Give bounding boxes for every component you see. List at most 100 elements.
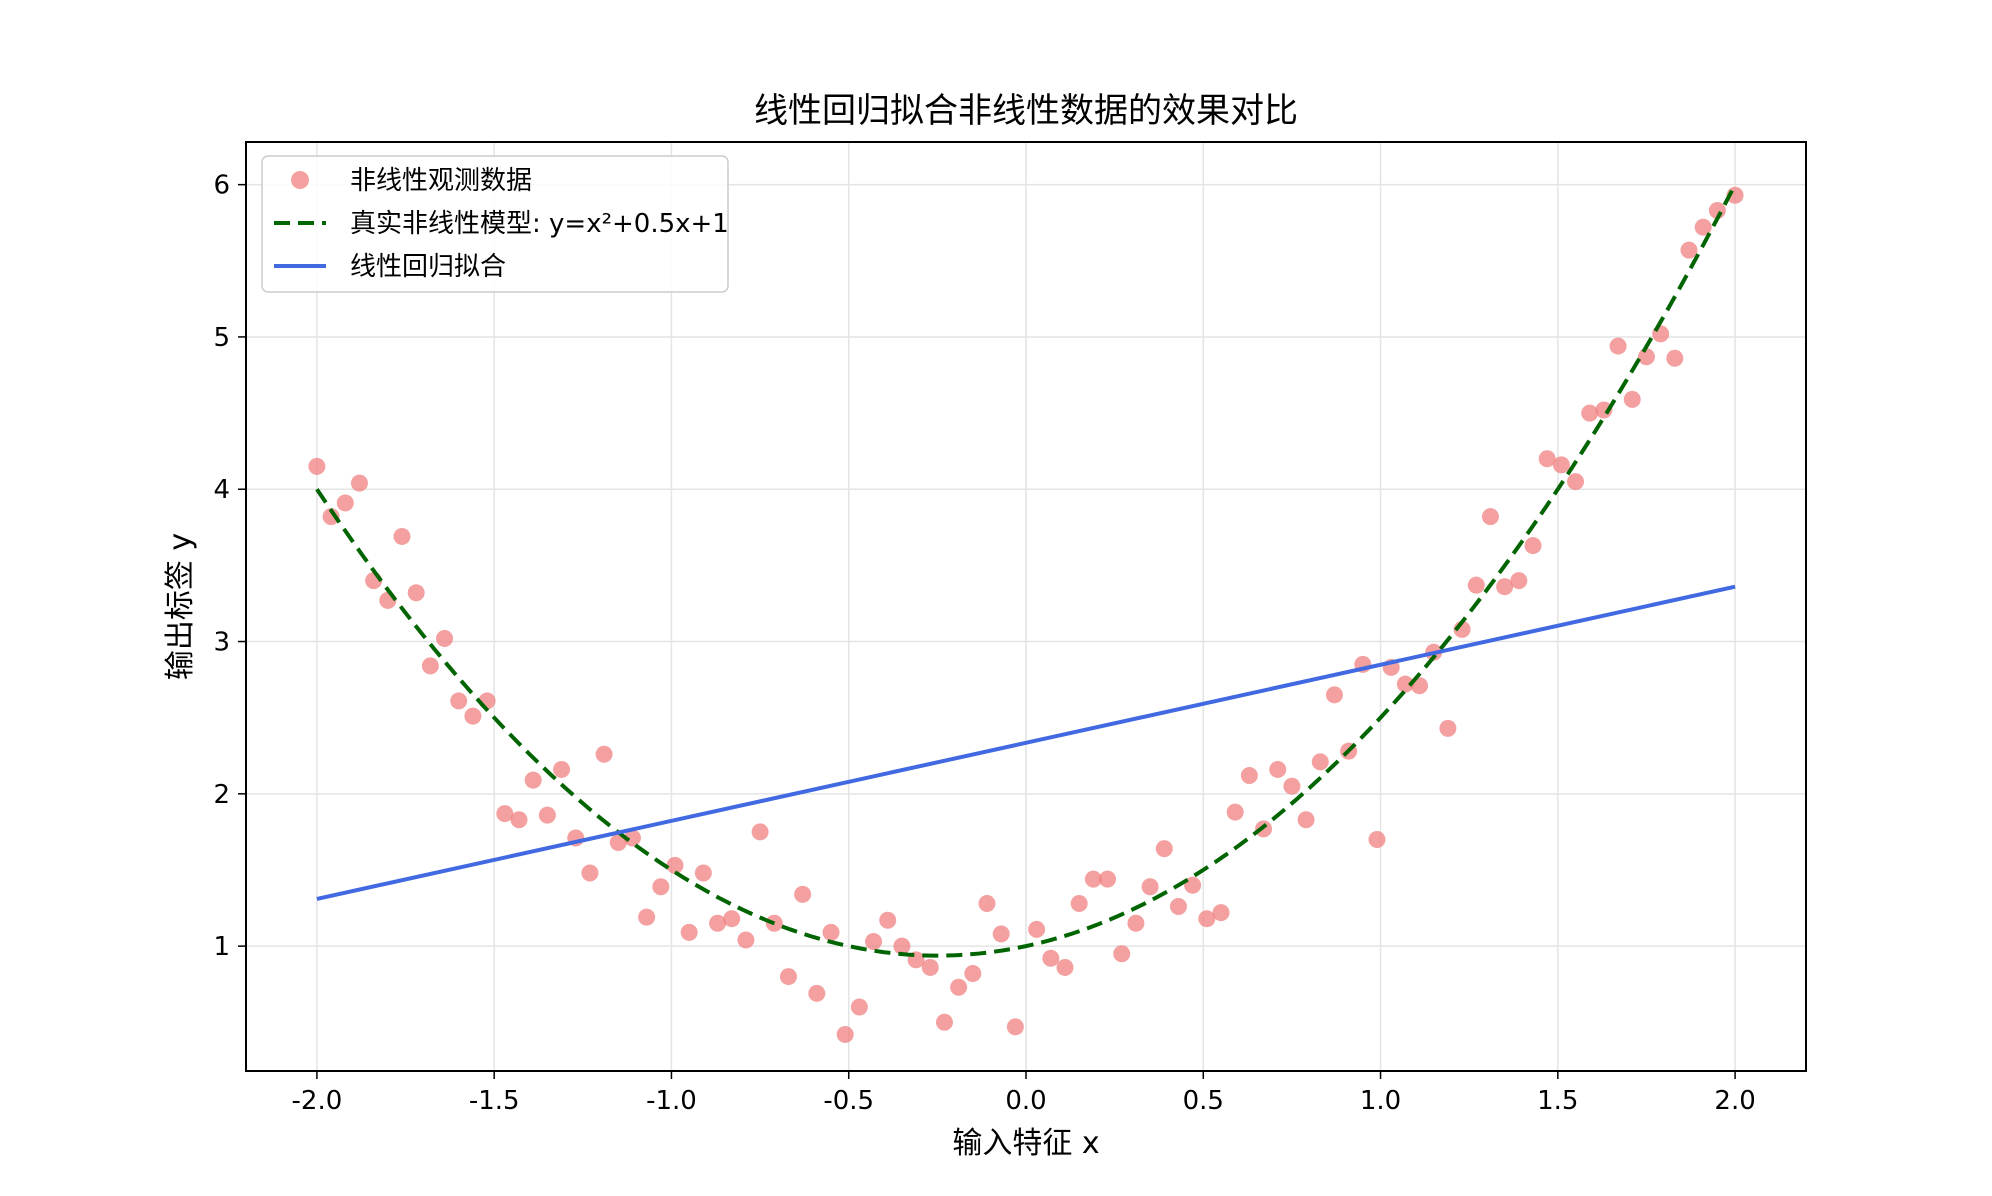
scatter-point	[1155, 840, 1173, 858]
scatter-point	[1581, 404, 1599, 422]
scatter-point	[1127, 914, 1145, 932]
scatter-point	[1467, 576, 1485, 594]
scatter-point	[421, 657, 439, 675]
scatter-point	[1538, 450, 1556, 468]
scatter-point	[1609, 337, 1627, 355]
scatter-point	[794, 885, 812, 903]
x-tick-label: 0.0	[1005, 1086, 1046, 1116]
legend-box	[261, 155, 729, 293]
scatter-point	[1637, 348, 1655, 366]
scatter-point	[893, 937, 911, 955]
scatter-point	[921, 958, 939, 976]
scatter-point	[393, 527, 411, 545]
scatter-point	[1623, 390, 1641, 408]
scatter-point	[538, 806, 556, 824]
scatter-point	[1269, 760, 1287, 778]
scatter-point	[1396, 675, 1414, 693]
legend-marker-scatter	[291, 171, 309, 189]
scatter-point	[322, 508, 340, 526]
scatter-point	[581, 864, 599, 882]
y-tick-label: 2	[213, 780, 230, 810]
scatter-point	[1567, 473, 1585, 491]
x-tick-label: 1.0	[1360, 1086, 1401, 1116]
scatter-point	[609, 834, 627, 852]
scatter-point	[1368, 831, 1386, 849]
scatter-point	[1283, 777, 1301, 795]
scatter-point	[680, 923, 698, 941]
scatter-point	[1666, 349, 1684, 367]
scatter-point	[1099, 870, 1117, 888]
scatter-point	[1226, 803, 1244, 821]
scatter-point	[779, 968, 797, 986]
x-tick-label: 0.5	[1183, 1086, 1224, 1116]
regression-line	[316, 584, 1736, 901]
scatter-point	[1496, 578, 1514, 596]
legend-label: 非线性观测数据	[350, 166, 532, 196]
scatter-point	[808, 984, 826, 1002]
scatter-point	[1325, 686, 1343, 704]
scatter-point	[1070, 894, 1088, 912]
scatter-point	[666, 856, 684, 874]
scatter-point	[737, 931, 755, 949]
x-tick-label: 2.0	[1714, 1086, 1755, 1116]
scatter-point	[464, 707, 482, 725]
x-axis-label: 输入特征 x	[952, 1126, 1099, 1161]
scatter-point	[1694, 218, 1712, 236]
scatter-point	[1595, 401, 1613, 419]
scatter-point	[1297, 811, 1315, 829]
scatter-point	[1524, 537, 1542, 555]
scatter-point	[1198, 910, 1216, 928]
x-tick-label: -0.5	[823, 1086, 874, 1116]
x-tick-label: -1.0	[646, 1086, 697, 1116]
y-tick-label: 4	[213, 475, 230, 505]
scatter-point	[950, 978, 968, 996]
scatter-point	[1552, 456, 1570, 474]
scatter-point	[553, 760, 571, 778]
legend-label: 线性回归拟合	[350, 252, 506, 282]
scatter-point	[751, 823, 769, 841]
scatter-point	[1028, 920, 1046, 938]
legend-item: 线性回归拟合	[274, 252, 506, 282]
scatter-point	[978, 894, 996, 912]
tick-layer: -2.0 -1.5 -1.0 -0.5 0.0 0.5 1.0 1.5 2.0 1 2 3 4 5 6	[213, 171, 1755, 1116]
series-layer	[308, 183, 1744, 1043]
scatter-point	[1439, 719, 1457, 737]
scatter-point	[1056, 958, 1074, 976]
scatter-point	[1311, 753, 1329, 771]
scatter-point	[1084, 870, 1102, 888]
scatter-point	[496, 805, 514, 823]
scatter-point	[336, 494, 354, 512]
y-tick-label: 5	[213, 323, 230, 353]
y-tick-label: 3	[213, 628, 230, 658]
scatter-point	[510, 811, 528, 829]
scatter-point	[595, 745, 613, 763]
scatter-point	[992, 925, 1010, 943]
scatter-point	[850, 998, 868, 1016]
chart-title: 线性回归拟合非线性数据的效果对比	[754, 91, 1298, 131]
scatter-point	[524, 771, 542, 789]
scatter-point	[1510, 572, 1528, 590]
scatter-point	[350, 474, 368, 492]
scatter-point	[623, 829, 641, 847]
scatter-point	[964, 965, 982, 983]
scatter-point	[1652, 325, 1670, 343]
scatter-point	[723, 910, 741, 928]
scatter-point	[1212, 904, 1230, 922]
scatter-point	[1042, 949, 1060, 967]
x-tick-label: 1.5	[1537, 1086, 1578, 1116]
scatter-point	[879, 911, 897, 929]
legend-item: 真实非线性模型: y=x²+0.5x+1	[274, 209, 729, 239]
scatter-point	[822, 923, 840, 941]
scatter-point	[935, 1013, 953, 1031]
true-model-curve	[315, 183, 1737, 958]
scatter-point	[1481, 508, 1499, 526]
x-tick-label: -1.5	[469, 1086, 520, 1116]
scatter-point	[1708, 202, 1726, 220]
scatter-point	[450, 692, 468, 710]
scatter-point	[638, 908, 656, 926]
scatter-point	[836, 1025, 854, 1043]
scatter-point	[709, 914, 727, 932]
